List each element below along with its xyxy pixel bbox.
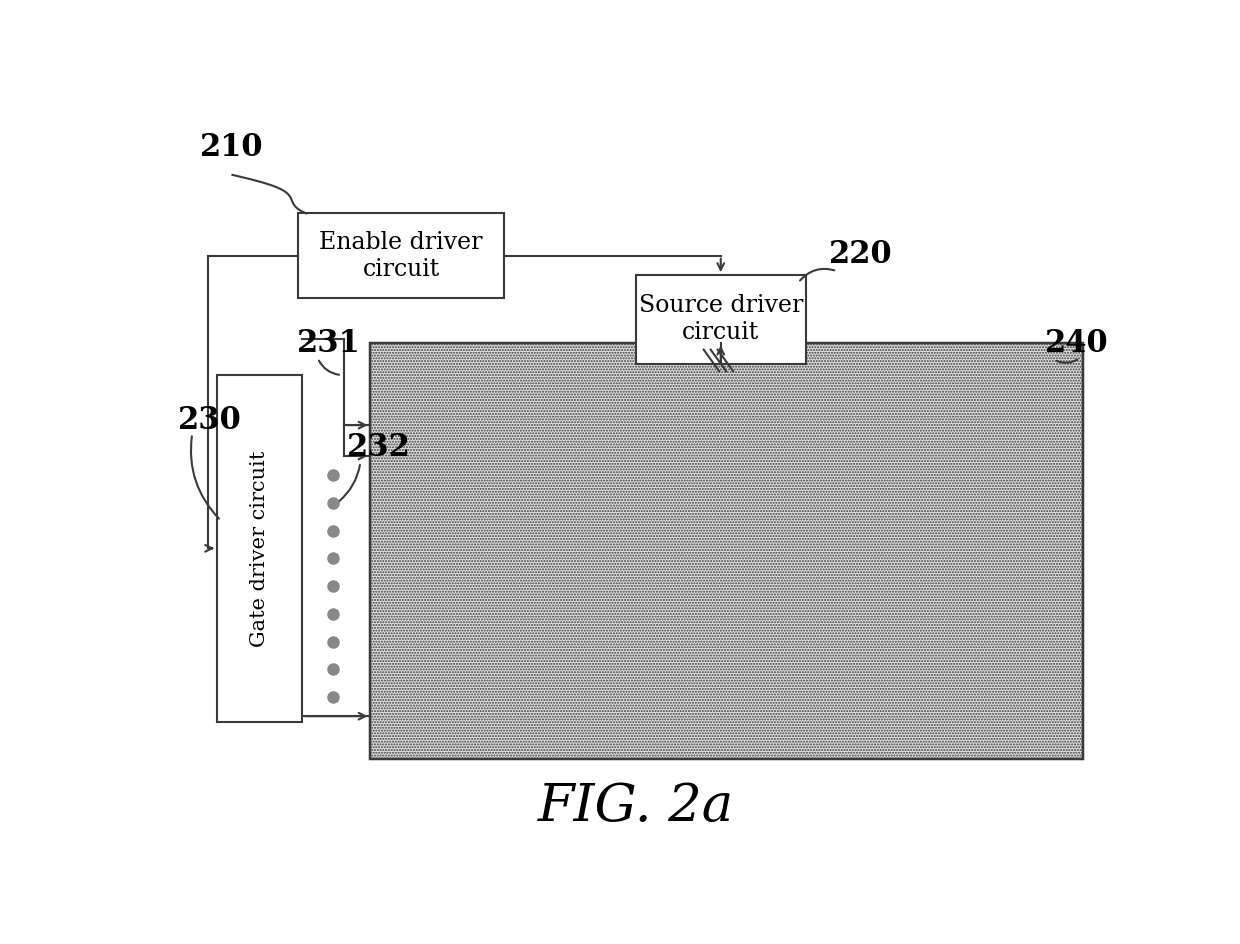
Bar [635,275,806,363]
Text: Enable driver
circuit: Enable driver circuit [320,231,482,280]
Text: Gate driver circuit: Gate driver circuit [250,450,269,647]
Text: FIG. 2a: FIG. 2a [537,781,734,832]
Bar [217,375,303,721]
Text: 210: 210 [200,131,263,162]
Text: 220: 220 [830,240,893,270]
Text: Source driver
circuit: Source driver circuit [639,295,804,344]
Text: 240: 240 [1044,328,1109,359]
Bar [371,343,1084,759]
Bar [299,213,503,298]
Text: 231: 231 [296,328,361,359]
Text: 230: 230 [179,405,242,436]
Text: 232: 232 [347,432,412,463]
